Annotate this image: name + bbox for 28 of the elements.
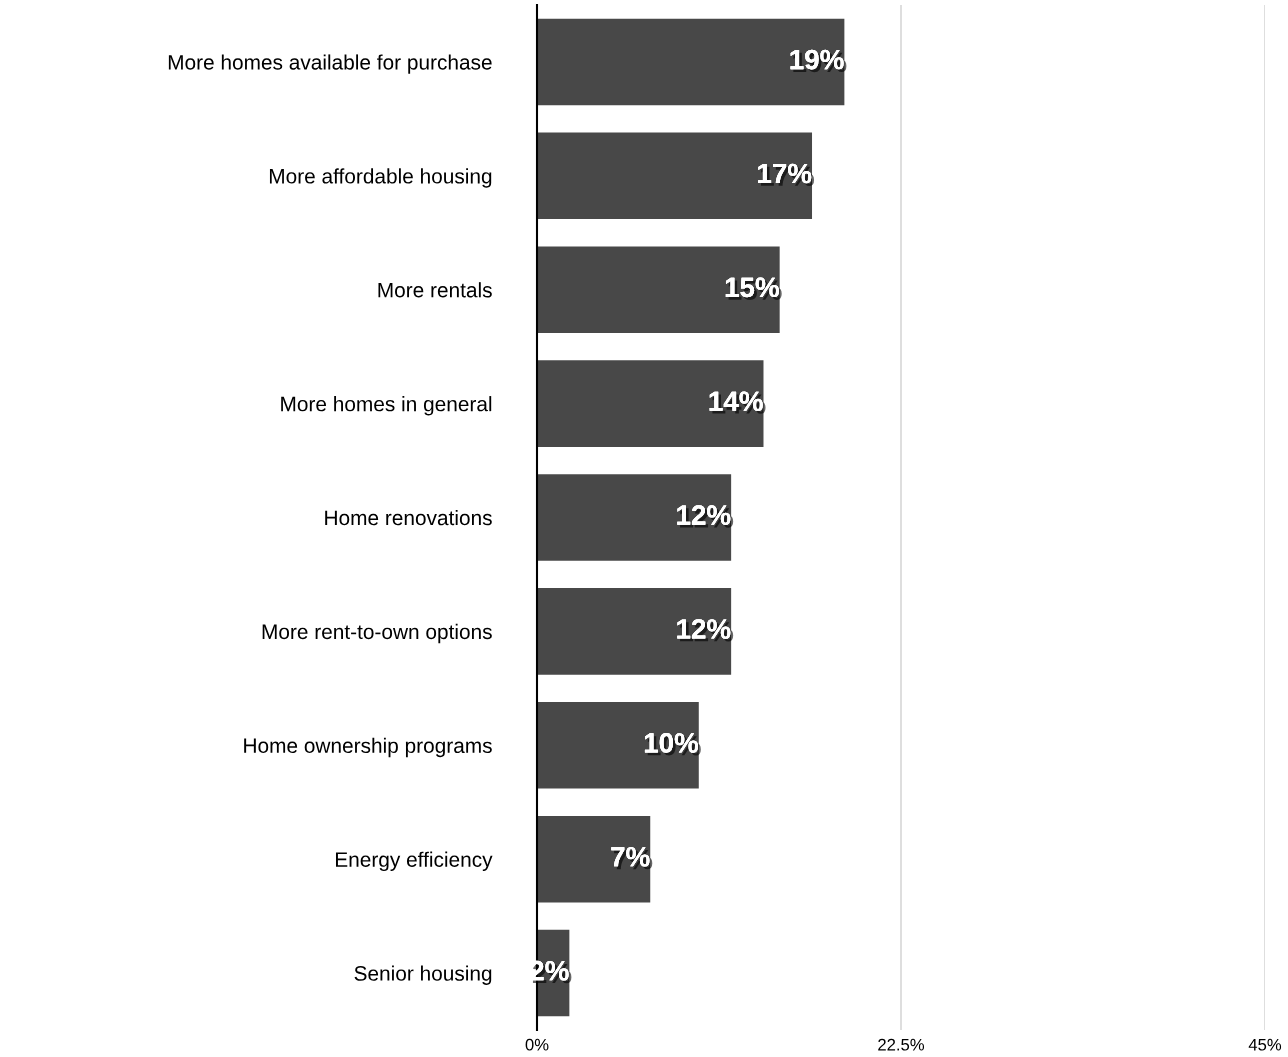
data-label: 14% [709, 391, 766, 414]
bar [537, 132, 813, 220]
data-label: 7% [611, 847, 653, 870]
y-tick-label: Home renovations [325, 509, 492, 526]
y-tick-label: More homes available for purchase [168, 54, 492, 74]
bar [537, 360, 764, 447]
y-tick-label: More rentals [378, 282, 492, 298]
y-tick-label: More affordable housing [269, 168, 492, 188]
bar [537, 246, 780, 333]
bar [537, 474, 732, 561]
data-label: 12% [677, 619, 734, 642]
bar [537, 702, 699, 789]
bar [537, 588, 732, 675]
data-label: 12% [677, 505, 734, 528]
x-tick-label: 22.5% [878, 1038, 925, 1051]
bar [537, 18, 845, 106]
data-label: 19% [790, 49, 847, 73]
y-tick-label: Home ownership programs [244, 737, 492, 758]
data-label: 17% [758, 163, 815, 187]
data-label: 15% [725, 277, 782, 300]
bar [537, 815, 651, 903]
x-tick-label: 0% [525, 1038, 549, 1051]
x-tick-label: 45% [1248, 1038, 1282, 1051]
y-tick-label: Energy efficiency [336, 851, 493, 872]
y-tick-label: Senior housing [354, 965, 492, 985]
y-tick-label: More homes in general [281, 396, 492, 416]
y-tick-label: More rent-to-own options [262, 623, 492, 644]
data-label: 10% [644, 733, 701, 756]
